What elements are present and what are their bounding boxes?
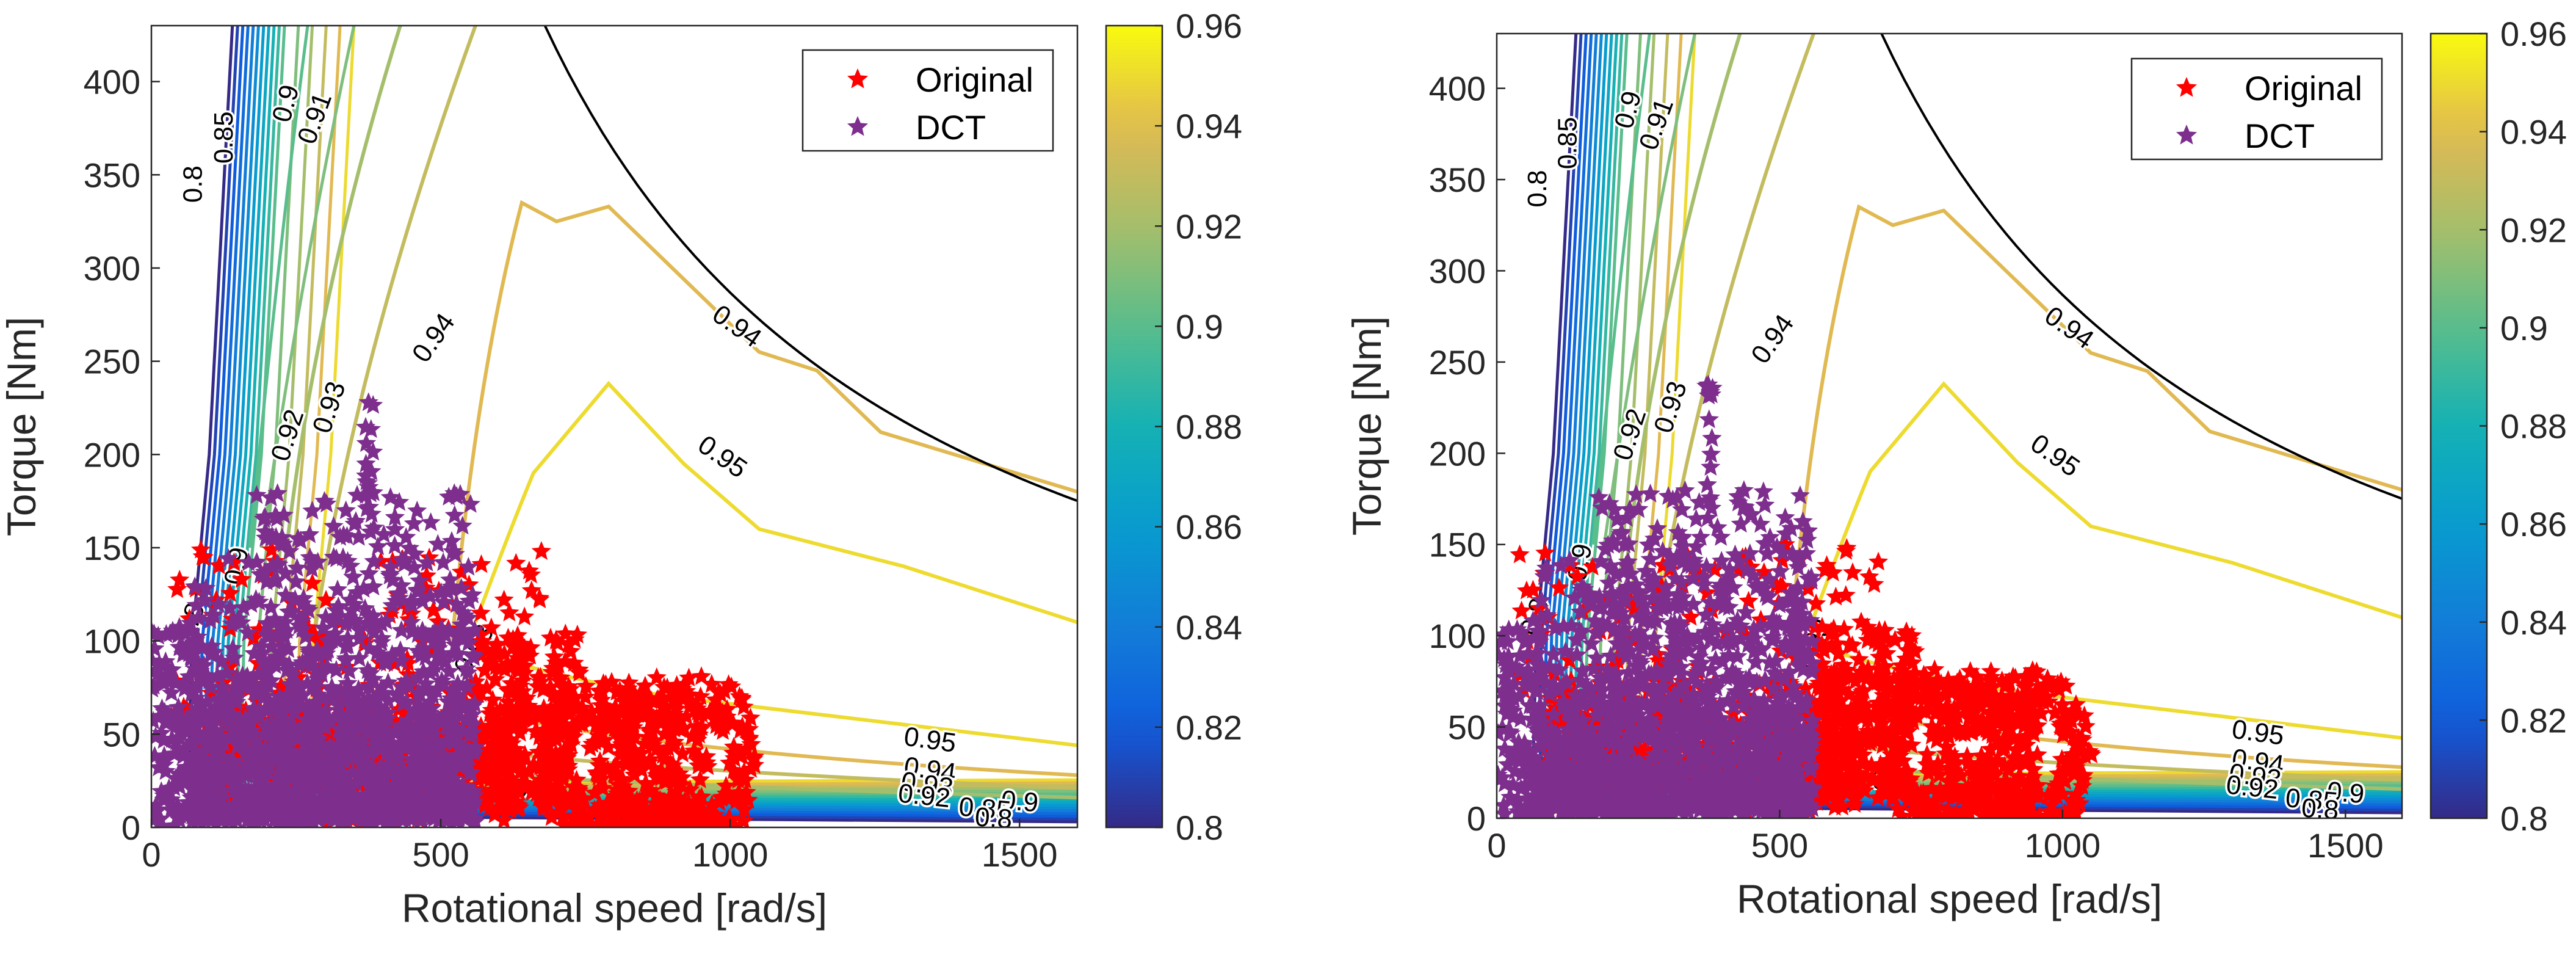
y-tick-label: 0 [121, 808, 140, 847]
point-original [521, 565, 541, 584]
contour-label: 0.92 [897, 778, 952, 813]
point-original [471, 554, 491, 573]
x-tick-label: 1000 [692, 835, 769, 874]
contour-line-095 [476, 383, 1077, 622]
colorbar-tick-label: 0.96 [1176, 7, 1242, 45]
y-tick-label: 300 [84, 249, 140, 288]
y-tick-label: 50 [103, 715, 140, 754]
y-tick-label: 150 [84, 529, 140, 567]
x-tick-label: 0 [142, 835, 161, 874]
contour-label: 0.94 [407, 308, 461, 368]
contour-label: 0.93 [1648, 377, 1693, 437]
y-axis-label: Torque [Nm] [0, 317, 44, 536]
colorbar-tick-label: 0.94 [1176, 107, 1242, 145]
point-dct [328, 579, 347, 598]
legend-label: DCT [916, 108, 986, 147]
colorbar-tick-label: 0.92 [1176, 207, 1242, 245]
colorbar-tick-label: 0.9 [1176, 307, 1223, 346]
x-axis-label: Rotational speed [rad/s] [402, 885, 827, 931]
point-original [1738, 591, 1758, 610]
contour-line-094 [1791, 207, 2402, 636]
contour-label: 0.85 [209, 111, 239, 164]
contour-label: 0.92 [2225, 769, 2280, 805]
y-tick-label: 400 [84, 63, 140, 101]
contour-label: 0.93 [307, 378, 352, 437]
x-tick-label: 500 [412, 835, 469, 874]
point-dct [363, 395, 383, 414]
point-dct [1754, 481, 1773, 500]
colorbar-tick-label: 0.84 [1176, 608, 1242, 647]
point-original [1535, 543, 1555, 562]
point-original [494, 590, 514, 609]
point-original [1826, 587, 1845, 606]
point-dct [421, 512, 441, 531]
point-original [1510, 545, 1530, 564]
point-original [1843, 562, 1862, 581]
colorbar-tick-label: 0.82 [1176, 708, 1242, 747]
contour-label: 0.8 [974, 802, 1013, 834]
point-dct [407, 501, 427, 520]
point-original [515, 606, 534, 625]
contour-label: 0.8 [178, 165, 208, 203]
contour-label: 0.8 [2301, 793, 2340, 826]
legend-label: Original [916, 60, 1033, 99]
contour-line-094 [452, 203, 1077, 641]
colorbar-tick-label: 0.88 [1176, 408, 1242, 446]
contour-label: 0.94 [2039, 300, 2099, 355]
colorbar-tick-label: 0.86 [1176, 508, 1242, 547]
y-tick-label: 200 [84, 435, 140, 474]
point-original [1836, 541, 1856, 560]
contour-label: 0.85 [1552, 117, 1582, 169]
y-tick-label: 100 [84, 622, 140, 661]
y-tick-label: 250 [84, 343, 140, 381]
colorbar [1106, 26, 1162, 827]
x-tick-label: 1500 [982, 835, 1058, 874]
contour-label: 0.95 [692, 429, 752, 484]
point-original [1869, 552, 1888, 571]
series-dct [1488, 375, 1823, 825]
contour-label: 0.8 [1522, 170, 1552, 207]
y-tick-label: 350 [84, 156, 140, 194]
colorbar-tick-label: 0.8 [1176, 808, 1223, 847]
point-original [532, 541, 551, 560]
contour-label: 0.94 [1745, 309, 1800, 369]
contour-line-095 [1814, 384, 2402, 618]
contour-label: 0.94 [707, 299, 767, 354]
